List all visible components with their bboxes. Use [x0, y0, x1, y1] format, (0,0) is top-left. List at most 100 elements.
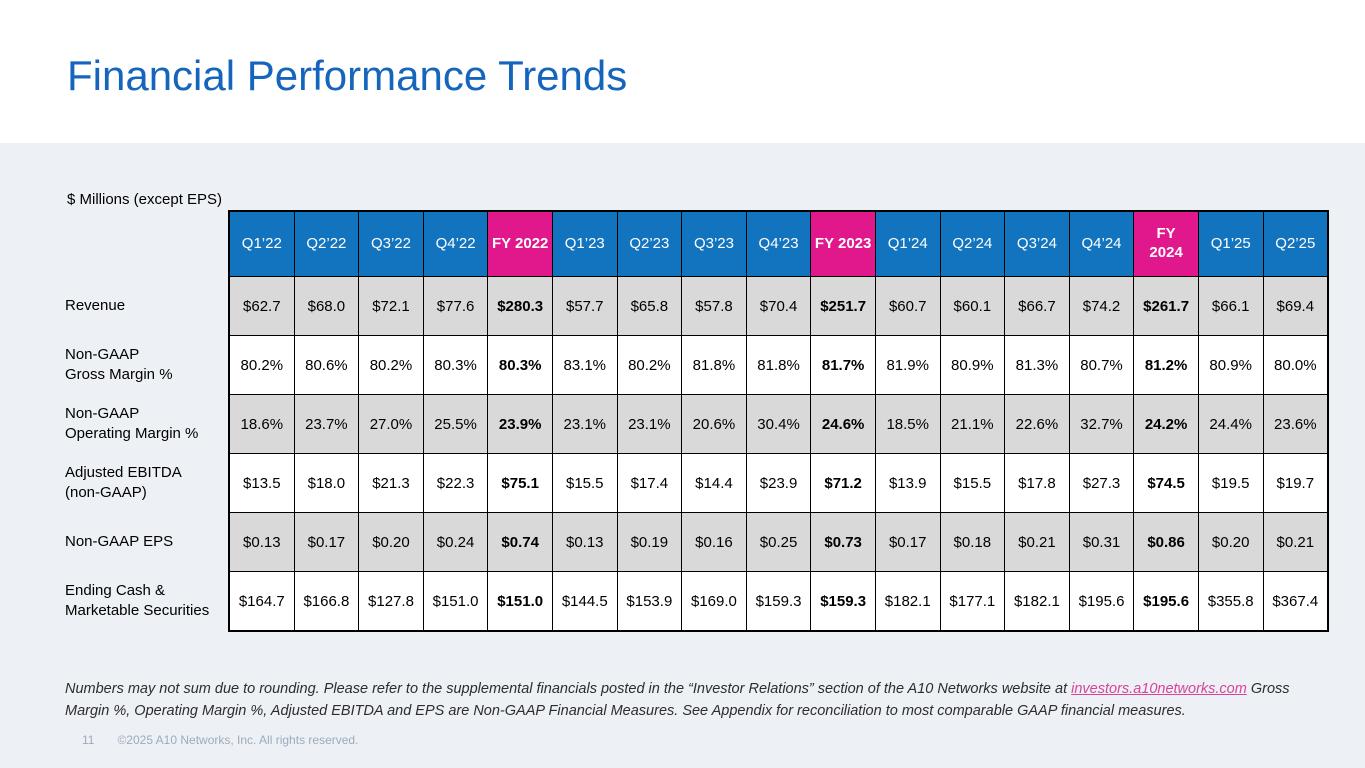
copyright-text: ©2025 A10 Networks, Inc. All rights rese… — [117, 733, 359, 747]
column-header-q4-22: Q4’22 — [422, 210, 489, 277]
table-cell: $280.3 — [487, 276, 553, 336]
column-header-q2-23: Q2’23 — [616, 210, 683, 277]
slide-header: Financial Performance Trends — [0, 0, 1365, 143]
table-cell: $182.1 — [874, 571, 941, 632]
table-body: Revenue $62.7 $68.0 $72.1 $77.6 $280.3 $57.7 $6… — [65, 276, 1330, 632]
table-cell: $0.17 — [293, 512, 360, 572]
table-row: Ending Cash & Marketable Securities $164.… — [65, 571, 1330, 632]
table-cell: $21.3 — [358, 453, 424, 513]
table-cell: 80.2% — [227, 335, 295, 395]
slide-footer: 11 ©2025 A10 Networks, Inc. All rights re… — [82, 733, 358, 747]
table-cell: $159.3 — [745, 571, 812, 632]
investor-relations-link[interactable]: investors.a10networks.com — [1071, 681, 1247, 697]
table-cell: $57.7 — [551, 276, 618, 336]
footnote: Numbers may not sum due to rounding. Ple… — [65, 678, 1305, 723]
table-row: Non-GAAP Operating Margin % 18.6% 23.7% 27.… — [65, 394, 1330, 454]
table-cell: 23.1% — [551, 394, 618, 454]
table-cell: 81.9% — [874, 335, 941, 395]
column-header-q4-24: Q4’24 — [1068, 210, 1135, 277]
table-header-row: Q1’22 Q2’22 Q3’22 Q4’22 FY 2022 Q1’23 Q2’23 Q3’… — [65, 210, 1330, 277]
table-row: Adjusted EBITDA (non-GAAP) $13.5 $18.0 $21.… — [65, 453, 1330, 513]
column-header-q3-23: Q3’23 — [681, 210, 747, 277]
table-cell: $0.16 — [681, 512, 747, 572]
table-cell: $74.2 — [1068, 276, 1135, 336]
table-cell: $169.0 — [681, 571, 747, 632]
table-cell: 83.1% — [551, 335, 618, 395]
table-cell: 21.1% — [939, 394, 1006, 454]
table-cell: 81.3% — [1004, 335, 1070, 395]
table-cell: $0.20 — [358, 512, 424, 572]
table-cell: $74.5 — [1133, 453, 1199, 513]
table-cell: $19.7 — [1262, 453, 1330, 513]
table-cell: 22.6% — [1004, 394, 1070, 454]
row-label: Non-GAAP EPS — [65, 532, 174, 550]
table-cell: 23.9% — [487, 394, 553, 454]
table-cell: $0.17 — [874, 512, 941, 572]
table-cell: $13.5 — [227, 453, 295, 513]
table-cell: $71.2 — [810, 453, 876, 513]
table-cell: $367.4 — [1262, 571, 1330, 632]
column-header-q3-24: Q3’24 — [1004, 210, 1070, 277]
column-header-fy-2023: FY 2023 — [810, 210, 876, 277]
table-corner — [65, 211, 229, 277]
table-row: Non-GAAP Gross Margin % 80.2% 80.6% 80.2% 80… — [65, 335, 1330, 395]
table-cell: $177.1 — [939, 571, 1006, 632]
column-header-q2-24: Q2’24 — [939, 210, 1006, 277]
table-cell: 30.4% — [745, 394, 812, 454]
table-cell: $77.6 — [422, 276, 489, 336]
table-cell: 24.6% — [810, 394, 876, 454]
table-cell: $62.7 — [227, 276, 295, 336]
table-row: Revenue $62.7 $68.0 $72.1 $77.6 $280.3 $57.7 $6… — [65, 276, 1330, 336]
table-cell: $144.5 — [551, 571, 618, 632]
table-cell: $72.1 — [358, 276, 424, 336]
column-header-q1-22: Q1’22 — [227, 210, 295, 277]
financial-table: Q1’22 Q2’22 Q3’22 Q4’22 FY 2022 Q1’23 Q2’23 Q3’… — [65, 210, 1330, 632]
table-cell: 27.0% — [358, 394, 424, 454]
table-cell: $68.0 — [293, 276, 360, 336]
table-cell: 80.2% — [616, 335, 683, 395]
table-cell: $70.4 — [745, 276, 812, 336]
table-cell: $27.3 — [1068, 453, 1135, 513]
row-label: Ending Cash & Marketable Securities — [65, 582, 210, 620]
footnote-text-before: Numbers may not sum due to rounding. Ple… — [65, 681, 1072, 697]
table-cell: $159.3 — [810, 571, 876, 632]
table-cell: 80.9% — [939, 335, 1006, 395]
table-cell: 32.7% — [1068, 394, 1135, 454]
table-cell: $0.86 — [1133, 512, 1199, 572]
table-cell: $65.8 — [616, 276, 683, 336]
table-cell: $151.0 — [422, 571, 489, 632]
column-header-q1-23: Q1’23 — [551, 210, 618, 277]
table-cell: $164.7 — [227, 571, 295, 632]
table-cell: $15.5 — [939, 453, 1006, 513]
table-cell: $195.6 — [1133, 571, 1199, 632]
column-header-fy-2024: FY 2024 — [1133, 210, 1199, 277]
table-cell: $13.9 — [874, 453, 941, 513]
column-header-fy-2022: FY 2022 — [487, 210, 553, 277]
table-cell: $57.8 — [681, 276, 747, 336]
table-row: Non-GAAP EPS $0.13 $0.17 $0.20 $0.24 $0.74 $0.… — [65, 512, 1330, 572]
table-cell: $0.13 — [551, 512, 618, 572]
table-cell: $17.4 — [616, 453, 683, 513]
table-cell: $0.24 — [422, 512, 489, 572]
table-cell: 80.7% — [1068, 335, 1135, 395]
table-cell: $0.31 — [1068, 512, 1135, 572]
table-cell: $251.7 — [810, 276, 876, 336]
table-cell: 81.7% — [810, 335, 876, 395]
table-cell: $0.13 — [227, 512, 295, 572]
table-cell: 80.2% — [358, 335, 424, 395]
table-cell: $14.4 — [681, 453, 747, 513]
table-cell: $261.7 — [1133, 276, 1199, 336]
table-cell: $355.8 — [1197, 571, 1264, 632]
table-cell: 23.7% — [293, 394, 360, 454]
table-cell: $75.1 — [487, 453, 553, 513]
column-header-q2-22: Q2’22 — [293, 210, 360, 277]
column-header-q1-24: Q1’24 — [874, 210, 941, 277]
table-cell: 81.8% — [681, 335, 747, 395]
page-title: Financial Performance Trends — [67, 52, 628, 99]
table-cell: $23.9 — [745, 453, 812, 513]
column-header-q4-23: Q4’23 — [745, 210, 812, 277]
table-cell: 18.6% — [227, 394, 295, 454]
table-cell: $0.74 — [487, 512, 553, 572]
column-header-q2-25: Q2’25 — [1262, 210, 1330, 277]
